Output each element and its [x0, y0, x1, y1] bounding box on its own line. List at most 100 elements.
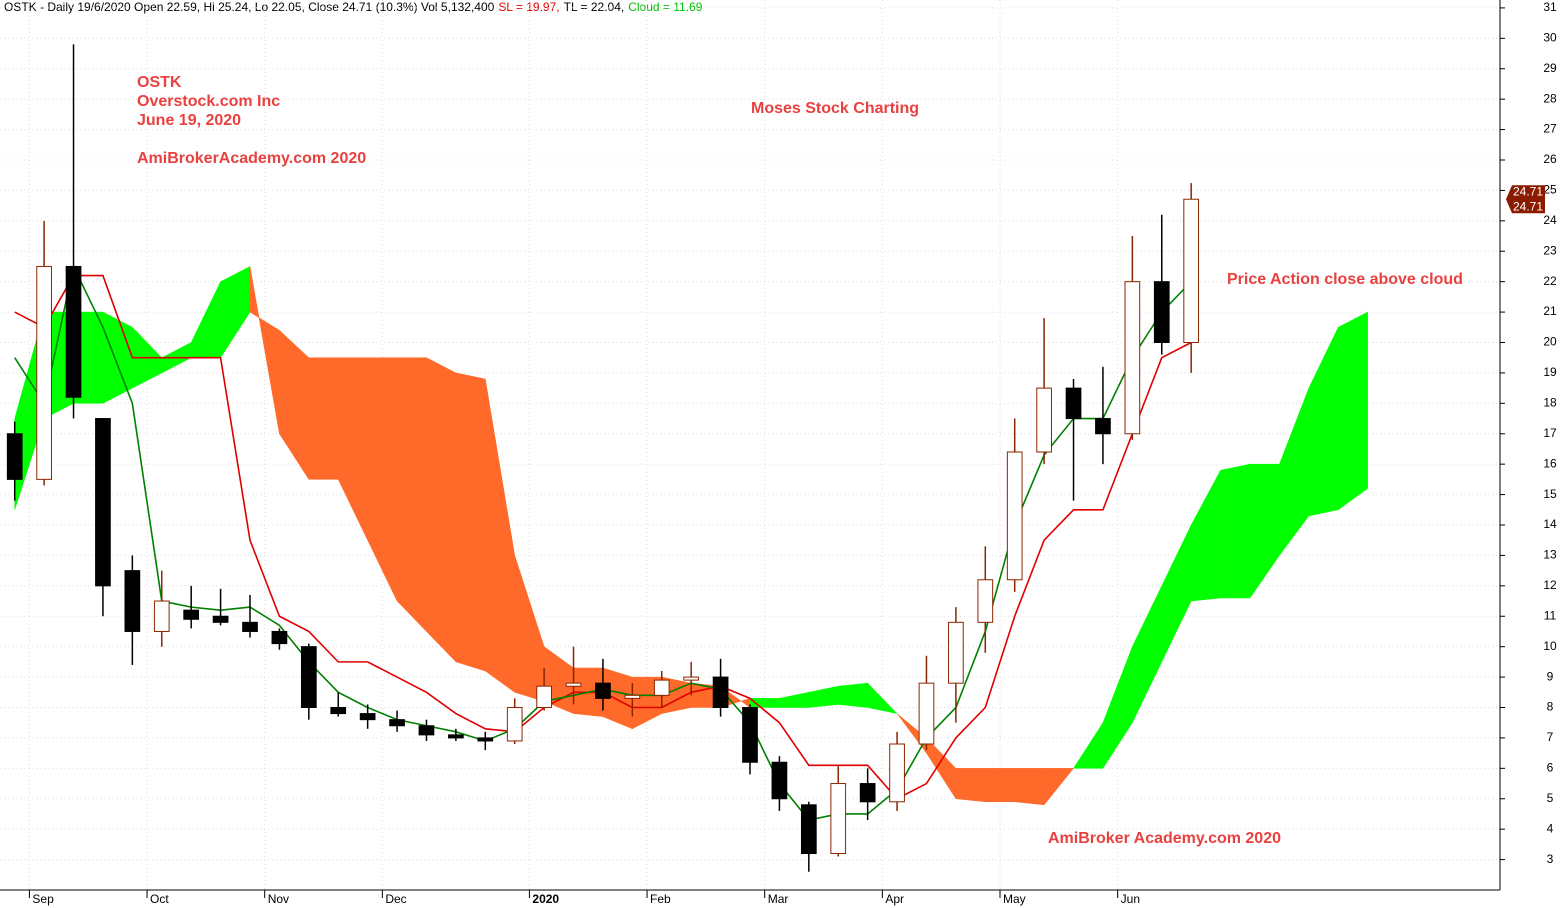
candle-body	[742, 706, 758, 763]
candle-body	[918, 682, 935, 745]
cloud-segment	[779, 691, 810, 708]
annotation: Moses Stock Charting	[751, 100, 919, 117]
header-part: OSTK - Daily 19/6/2020 Open 22.59, Hi 25…	[4, 0, 495, 14]
y-tick-label: 8	[1547, 700, 1554, 714]
cloud-segment	[396, 357, 427, 633]
x-tick-label: May	[1003, 892, 1026, 906]
annotation: Overstock.com Inc	[137, 93, 280, 110]
x-tick-label: Jun	[1121, 892, 1140, 906]
y-tick-label: 29	[1543, 61, 1557, 75]
y-tick-label: 3	[1547, 852, 1554, 866]
x-tick-label: Feb	[650, 892, 671, 906]
y-tick-label: 4	[1547, 821, 1554, 835]
cloud-segment	[1308, 327, 1339, 517]
annotation: June 19, 2020	[137, 112, 241, 129]
y-tick-label: 5	[1547, 791, 1554, 805]
last-price-label: 24.71	[1513, 184, 1543, 198]
candle-body	[1065, 387, 1082, 420]
candle-body	[889, 743, 905, 803]
candle-body	[124, 570, 141, 632]
y-tick-label: 18	[1543, 396, 1557, 410]
candle-body	[389, 719, 405, 727]
candle-body	[242, 621, 258, 632]
candle-body	[1036, 387, 1052, 453]
cloud-segment	[867, 682, 898, 714]
candle-body	[183, 609, 200, 620]
cloud-segment	[1132, 585, 1163, 723]
cloud-segment	[190, 281, 221, 358]
y-tick-label: 12	[1543, 578, 1557, 592]
cloud-segment	[308, 357, 339, 480]
x-tick-label: Sep	[32, 892, 54, 906]
cloud-segment	[1161, 524, 1192, 662]
cloud-segment	[1014, 768, 1045, 806]
candle-body	[418, 725, 435, 736]
cloud-segment	[1190, 470, 1221, 602]
last-price-label: 24.71	[1513, 199, 1543, 213]
x-tick-label: Dec	[385, 892, 406, 906]
last-price-marker	[1506, 185, 1545, 214]
cloud-segment	[1043, 768, 1075, 806]
candle-body	[624, 694, 641, 699]
candle-body	[536, 685, 552, 708]
y-tick-label: 31	[1543, 0, 1557, 14]
cloud-segment	[367, 357, 398, 602]
candle-body	[653, 679, 670, 696]
annotation: OSTK	[137, 74, 182, 91]
candle-body	[1124, 281, 1141, 435]
y-tick-label: 20	[1543, 335, 1557, 349]
candle-body	[771, 761, 788, 800]
candle-body	[330, 706, 347, 715]
cloud-segment	[514, 555, 545, 702]
cloud-segment	[279, 329, 310, 481]
cloud-segment	[1220, 463, 1251, 599]
candle-body	[212, 615, 229, 623]
x-tick-label: Oct	[150, 892, 169, 906]
y-tick-label: 26	[1543, 152, 1557, 166]
cloud-segment	[1337, 311, 1368, 511]
candle-body	[6, 433, 23, 480]
y-tick-label: 19	[1543, 365, 1557, 379]
y-tick-label: 28	[1543, 91, 1557, 105]
candle-body	[300, 646, 317, 708]
y-tick-label: 11	[1544, 608, 1557, 622]
x-tick-label: Nov	[268, 892, 289, 906]
candle-body	[36, 265, 52, 480]
y-tick-label: 22	[1543, 274, 1557, 288]
candle-body	[830, 783, 847, 854]
cloud-segment	[1279, 388, 1310, 557]
y-tick-label: 7	[1547, 730, 1554, 744]
candle-body	[800, 804, 817, 854]
candle-body	[359, 713, 376, 721]
y-tick-label: 14	[1543, 517, 1557, 531]
cloud-segment	[337, 357, 368, 541]
y-tick-label: 17	[1543, 426, 1557, 440]
y-tick-label: 6	[1547, 761, 1554, 775]
cloud-segment	[426, 357, 457, 663]
y-tick-label: 24	[1543, 213, 1557, 227]
x-tick-label: 2020	[532, 892, 559, 906]
cloud-segment	[102, 311, 133, 404]
y-tick-label: 16	[1543, 456, 1557, 470]
candle-body	[977, 579, 994, 623]
cloud-segment	[220, 266, 251, 359]
y-tick-label: 13	[1543, 548, 1557, 562]
cloud-segment	[455, 372, 486, 672]
annotation: AmiBroker Academy.com 2020	[1048, 830, 1281, 847]
candle-body	[477, 737, 494, 742]
candle-body	[153, 600, 170, 632]
candle-body	[859, 783, 876, 803]
x-tick-label: Apr	[885, 892, 904, 906]
y-tick-label: 9	[1547, 669, 1554, 683]
y-tick-label: 21	[1543, 304, 1557, 318]
candle-body	[683, 676, 700, 681]
header-part: Cloud = 11.69	[628, 0, 702, 14]
y-tick-label: 15	[1543, 487, 1557, 501]
candle-body	[65, 265, 82, 398]
cloud-segment	[1249, 463, 1280, 599]
candle-body	[448, 734, 464, 739]
cloud-segment	[1073, 721, 1104, 769]
candle-body	[1183, 198, 1200, 343]
header-part: SL = 19.97,	[498, 0, 559, 14]
